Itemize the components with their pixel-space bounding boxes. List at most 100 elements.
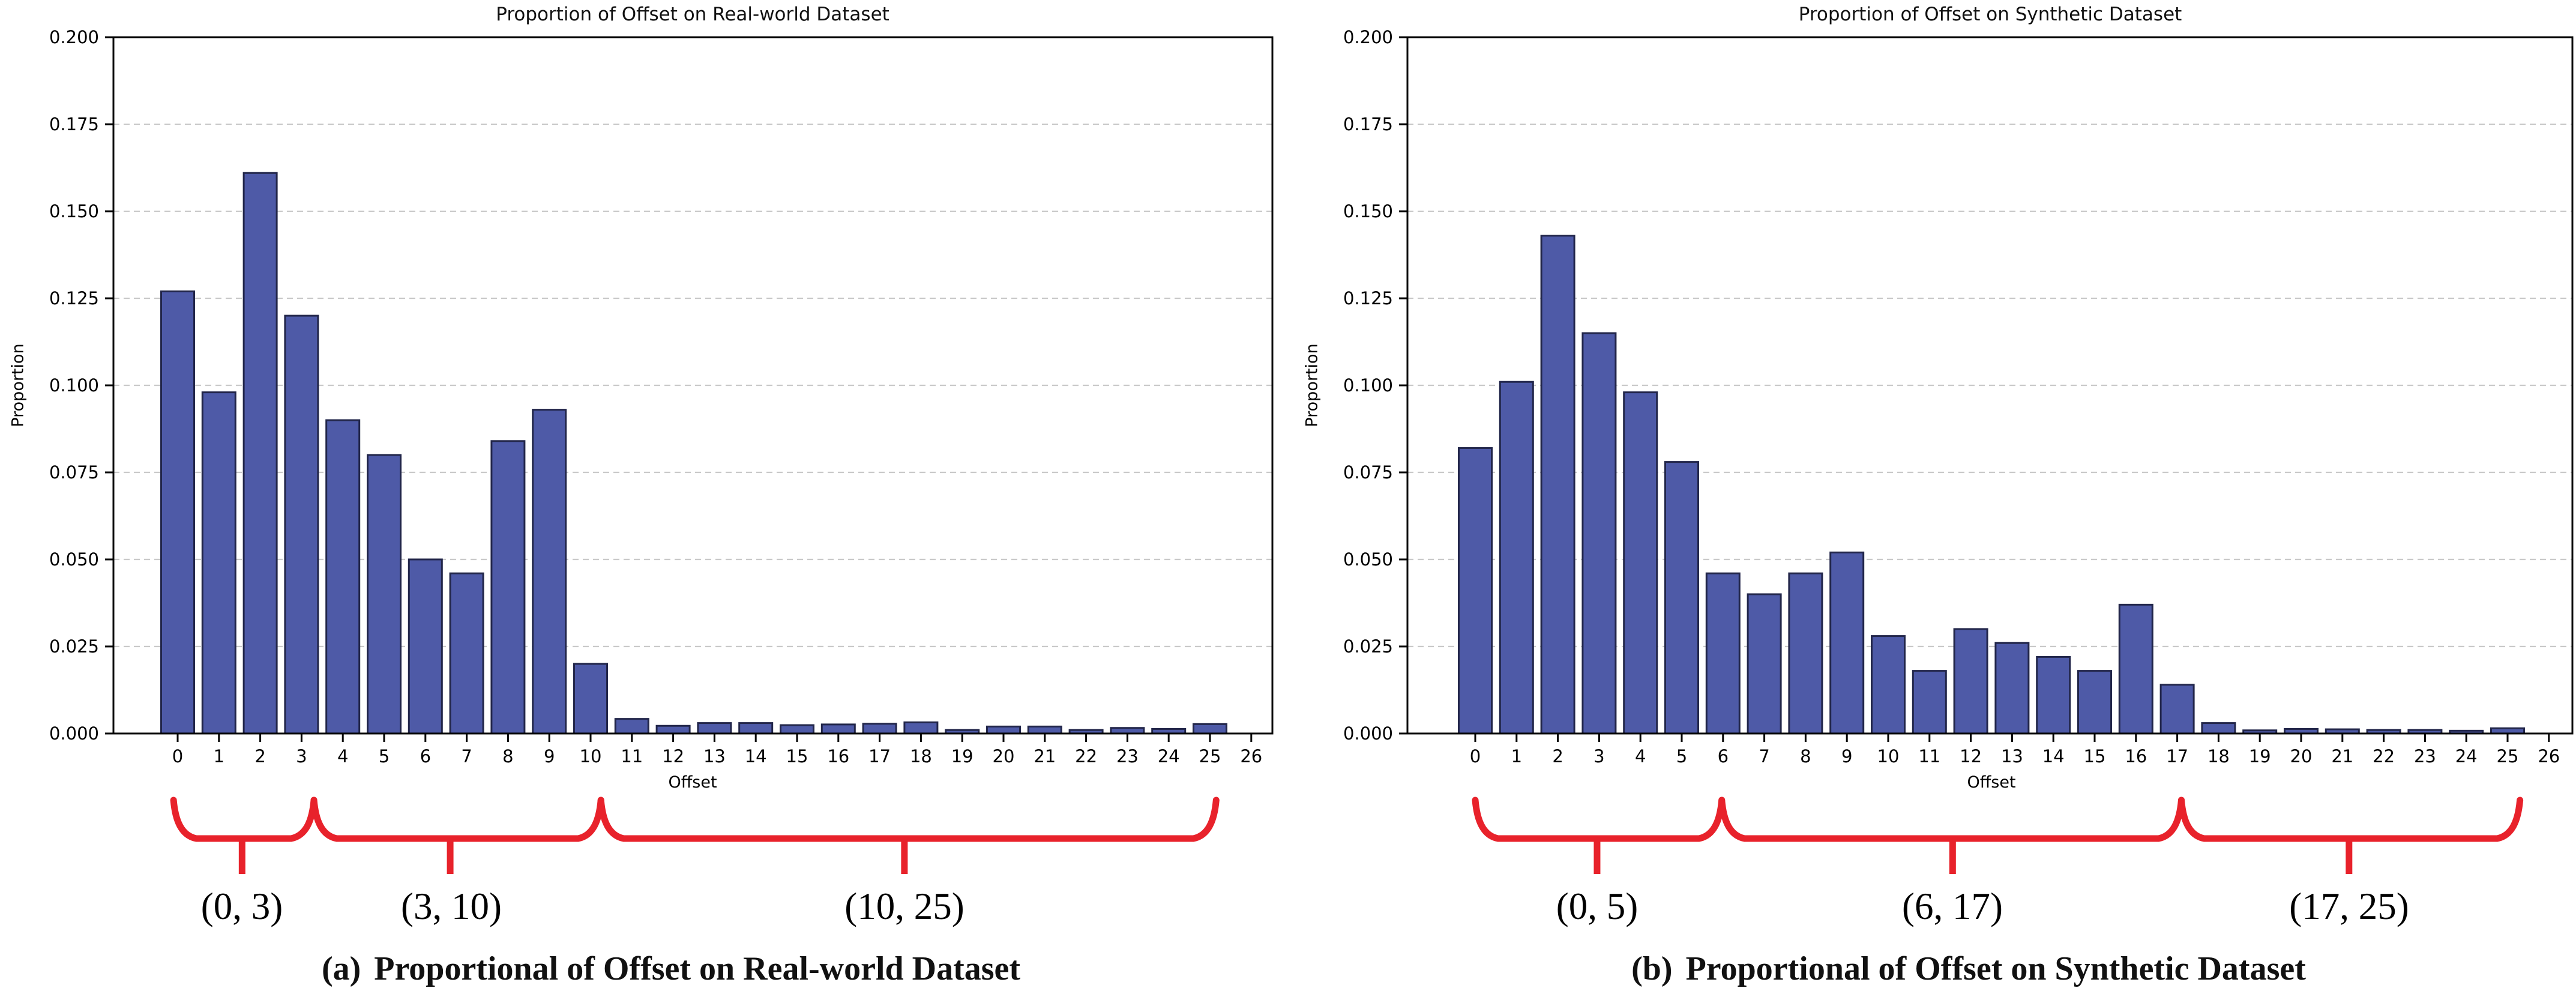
bar: [408, 558, 443, 735]
x-tick-label: 3: [296, 746, 307, 767]
bar: [1581, 332, 1617, 735]
bar: [573, 663, 608, 735]
bar: [325, 419, 361, 735]
x-tick-label: 11: [621, 746, 643, 767]
range-brace: [1718, 797, 2185, 842]
bar: [490, 440, 526, 735]
y-tick-label: 0.125: [1343, 288, 1393, 309]
bar: [1623, 391, 1658, 735]
x-tick-label: 4: [1635, 746, 1646, 767]
x-axis-label-synthetic: Offset: [1967, 773, 2016, 792]
chart-synthetic: 0.000 0.025 0.050 0.075 0.100 0.125 0.150 0.175…: [1343, 27, 2574, 874]
chart-real-world: 0.000 0.025 0.050 0.075 0.100 0.125 0.150 0.175…: [49, 27, 1274, 874]
y-tick-label: 0.200: [49, 27, 99, 47]
bar: [1788, 572, 1823, 735]
caption-text: Proportional of Offset on Real-world Dat…: [374, 950, 1021, 987]
x-tick-label: 13: [703, 746, 726, 767]
x-tick-label: 24: [1158, 746, 1180, 767]
bar: [2201, 722, 2236, 735]
bar: [2077, 670, 2112, 735]
y-tick-label: 0.150: [1343, 201, 1393, 221]
x-tick-label: 7: [461, 746, 472, 767]
x-tick-label: 10: [1877, 746, 1900, 767]
bar: [160, 290, 195, 735]
x-tick-label: 13: [2001, 746, 2023, 767]
bar: [655, 724, 691, 735]
x-tick-label: 4: [337, 746, 348, 767]
y-tick-label: 0.200: [1343, 27, 1393, 47]
range-label: (10, 25): [844, 885, 964, 927]
range-brace: [310, 797, 604, 842]
range-label: (3, 10): [401, 885, 502, 927]
bar: [1705, 572, 1741, 735]
y-tick-label: 0.000: [1343, 723, 1393, 744]
x-tick-label: 14: [745, 746, 767, 767]
bar: [2036, 655, 2071, 735]
x-tick-label: 17: [868, 746, 891, 767]
x-tick-label: 21: [1034, 746, 1056, 767]
x-tick-label: 26: [2538, 746, 2560, 767]
y-tick-label: 0.050: [49, 549, 99, 570]
x-tick-label: 26: [1240, 746, 1262, 767]
x-tick-label: 0: [1470, 746, 1481, 767]
y-tick-label: 0.075: [49, 462, 99, 483]
bar: [242, 172, 278, 735]
x-tick-label: 1: [214, 746, 224, 767]
range-brace: [1472, 797, 1726, 842]
subfigure-caption-b: (b) Proportional of Offset on Synthetic D…: [1631, 950, 2306, 988]
bar: [1458, 447, 1493, 735]
bar: [780, 724, 814, 735]
x-tick-label: 22: [2373, 746, 2395, 767]
x-tick-label: 23: [2414, 746, 2436, 767]
x-tick-label: 16: [2125, 746, 2147, 767]
y-tick-label: 0.000: [49, 723, 99, 744]
range-brace: [597, 797, 1220, 842]
bar: [903, 721, 939, 735]
caption-text: Proportional of Offset on Synthetic Data…: [1685, 950, 2306, 987]
x-tick-label: 7: [1759, 746, 1769, 767]
y-tick-label: 0.100: [49, 375, 99, 396]
x-tick-label: 16: [827, 746, 849, 767]
bar: [367, 454, 402, 735]
bar: [1829, 551, 1865, 735]
bar: [284, 315, 319, 735]
x-tick-label: 21: [2331, 746, 2353, 767]
bar: [738, 722, 774, 735]
x-tick-label: 22: [1075, 746, 1097, 767]
bar: [449, 572, 484, 735]
x-axis-label-real-world: Offset: [668, 773, 717, 792]
x-tick-label: 2: [254, 746, 265, 767]
x-tick-label: 1: [1511, 746, 1522, 767]
x-tick-label: 19: [951, 746, 974, 767]
y-tick-label: 0.150: [49, 201, 99, 221]
bar: [1193, 723, 1227, 735]
bar: [986, 725, 1021, 735]
bar: [1994, 642, 2030, 735]
x-tick-label: 15: [786, 746, 808, 767]
x-tick-label: 15: [2084, 746, 2106, 767]
bar: [820, 723, 856, 735]
x-tick-label: 2: [1552, 746, 1563, 767]
bar: [862, 723, 897, 735]
x-tick-label: 18: [2207, 746, 2230, 767]
bar: [2159, 684, 2195, 735]
bar: [2118, 603, 2153, 735]
bar: [1664, 461, 1699, 735]
y-axis-label-synthetic: Proportion: [1302, 343, 1322, 427]
x-tick-label: 11: [1918, 746, 1940, 767]
x-tick-label: 18: [910, 746, 932, 767]
x-tick-label: 19: [2249, 746, 2271, 767]
x-tick-label: 12: [662, 746, 684, 767]
bar: [1540, 235, 1575, 735]
x-tick-label: 17: [2166, 746, 2188, 767]
x-tick-label: 14: [2042, 746, 2065, 767]
x-tick-label: 6: [1718, 746, 1729, 767]
bar: [1499, 381, 1534, 735]
x-tick-label: 5: [1676, 746, 1687, 767]
bar: [1912, 670, 1947, 735]
y-tick-label: 0.075: [1343, 462, 1393, 483]
subfigure-caption-a: (a) Proportional of Offset on Real-world …: [322, 950, 1020, 988]
x-tick-label: 20: [993, 746, 1015, 767]
x-tick-label: 8: [1800, 746, 1811, 767]
